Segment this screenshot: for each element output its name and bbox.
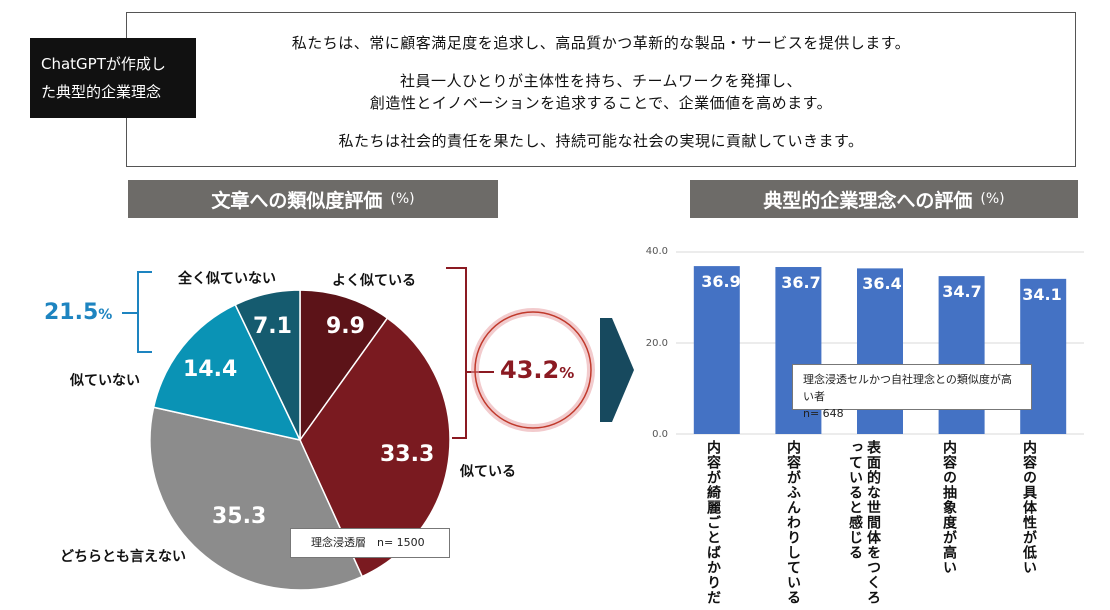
pie-label-どちらとも言えない: どちらとも言えない xyxy=(60,549,186,565)
highlight-circle xyxy=(474,311,592,429)
pie-value-似ていない: 14.4 xyxy=(183,357,238,382)
bar-note-line-2: n= 648 xyxy=(803,407,844,420)
chatgpt-label-box: ChatGPTが作成し た典型的企業理念 xyxy=(30,38,196,118)
y-tick-40: 40.0 xyxy=(645,246,668,257)
bar-note-line-1: 理念浸透セルかつ自社理念との類似度が高い者 xyxy=(803,373,1012,403)
bar-section-unit: (%) xyxy=(980,191,1005,207)
philosophy-box: 私たちは、常に顧客満足度を追求し、高品質かつ革新的な製品・サービスを提供します。… xyxy=(126,12,1076,167)
arrow-right-icon xyxy=(600,318,634,422)
pie-value-似ている: 33.3 xyxy=(380,442,435,467)
pie-section-header: 文章への類似度評価 (%) xyxy=(128,180,498,218)
bar-value-4: 34.7 xyxy=(942,282,982,301)
pie-slice-よく似ている xyxy=(299,289,389,443)
philosophy-line-1: 私たちは、常に顧客満足度を追求し、高品質かつ革新的な製品・サービスを提供します。 xyxy=(291,34,911,52)
pie-label-全く似ていない: 全く似ていない xyxy=(178,271,276,287)
pie-label-似ている: 似ている xyxy=(460,464,516,480)
bar-1 xyxy=(693,266,740,434)
bar-value-3: 36.4 xyxy=(862,274,902,293)
y-tick-20: 20.0 xyxy=(645,338,668,349)
bar-value-1: 36.9 xyxy=(701,272,741,291)
bar-category-5: 内容の具体性が低い xyxy=(1021,440,1037,575)
bar-category-1: 内容が綺麗ごとばかりだ xyxy=(705,440,721,605)
philosophy-line-3: 創造性とイノベーションを追求することで、企業価値を高めます。 xyxy=(369,94,833,112)
pie-label-よく似ている: よく似ている xyxy=(332,273,416,289)
high-group-bracket xyxy=(446,267,467,439)
bar-value-5: 34.1 xyxy=(1022,285,1062,304)
philosophy-line-4: 私たちは社会的責任を果たし、持続可能な社会の実現に貢献していきます。 xyxy=(338,132,864,150)
pie-value-よく似ている: 9.9 xyxy=(326,314,365,339)
y-tick-0: 0.0 xyxy=(652,429,668,440)
pie-section-title: 文章への類似度評価 xyxy=(211,189,383,212)
label-line-1: ChatGPTが作成し xyxy=(41,55,166,73)
low-group-percent: 21.5% xyxy=(44,300,113,325)
philosophy-line-2: 社員一人ひとりが主体性を持ち、チームワークを発揮し、 xyxy=(399,72,803,90)
bar-section-title: 典型的企業理念への評価 xyxy=(763,189,973,212)
pie-value-どちらとも言えない: 35.3 xyxy=(212,504,267,529)
bar-section-header: 典型的企業理念への評価 (%) xyxy=(690,180,1078,218)
pie-label-似ていない: 似ていない xyxy=(70,373,140,389)
label-line-2: た典型的企業理念 xyxy=(41,83,162,101)
pie-slice-全く似ていない xyxy=(234,289,301,441)
pie-section-unit: (%) xyxy=(390,191,415,207)
bar-category-3: 表面的な世間体をつくろっていると感じる xyxy=(847,440,881,605)
high-group-percent: 43.2% xyxy=(500,356,575,384)
bar-category-4: 内容の抽象度が高い xyxy=(941,440,957,575)
pie-value-全く似ていない: 7.1 xyxy=(253,314,292,339)
bar-note: 理念浸透セルかつ自社理念との類似度が高い者 n= 648 xyxy=(792,364,1032,420)
bar-category-2: 内容がふんわりしている xyxy=(785,440,801,605)
pie-slice-似ていない xyxy=(152,303,302,442)
pie-note: 理念浸透層 n= 1500 xyxy=(290,528,450,558)
bar-value-2: 36.7 xyxy=(781,273,821,292)
